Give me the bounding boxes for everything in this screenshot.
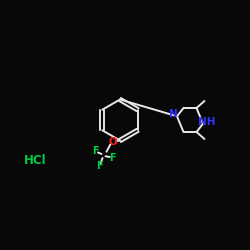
Text: F: F [96,161,103,171]
Text: O: O [108,137,118,147]
Text: F: F [109,153,116,163]
Text: N: N [170,110,178,120]
Text: NH: NH [198,117,216,127]
Text: F: F [92,146,99,156]
Text: HCl: HCl [24,154,46,166]
